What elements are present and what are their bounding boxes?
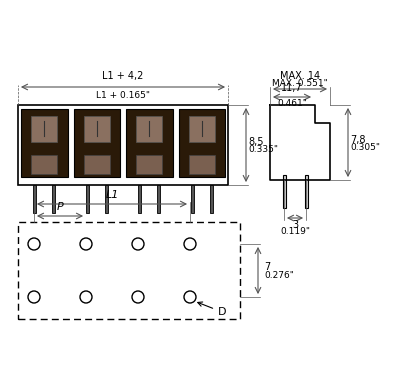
Bar	[191, 185, 194, 213]
Text: L1 + 4,2: L1 + 4,2	[102, 71, 144, 81]
Bar	[18, 222, 240, 319]
Text: L1 + 0.165": L1 + 0.165"	[96, 91, 150, 100]
Bar	[136, 155, 162, 174]
Bar	[178, 109, 225, 177]
Bar	[86, 185, 89, 213]
Text: 0.461": 0.461"	[277, 99, 307, 108]
Text: P: P	[57, 202, 63, 212]
Text: 0.276": 0.276"	[264, 271, 294, 280]
Bar	[52, 185, 55, 213]
Text: 3: 3	[292, 220, 298, 230]
Bar	[136, 116, 162, 142]
Bar	[84, 155, 110, 174]
Text: 11,7: 11,7	[281, 83, 303, 93]
Bar	[32, 155, 57, 174]
Text: 8,5: 8,5	[248, 137, 264, 147]
Text: D: D	[198, 302, 226, 317]
Bar	[282, 175, 286, 208]
Text: MAX. 0.551": MAX. 0.551"	[272, 79, 328, 88]
Bar	[189, 155, 214, 174]
Text: 0.305": 0.305"	[350, 143, 380, 152]
Bar	[138, 185, 141, 213]
Text: 7,8: 7,8	[350, 134, 366, 145]
Text: L1: L1	[105, 190, 119, 200]
Bar	[189, 116, 214, 142]
Bar	[74, 109, 120, 177]
Text: MAX. 14: MAX. 14	[280, 71, 320, 81]
Bar	[304, 175, 308, 208]
Bar	[157, 185, 160, 213]
Bar	[18, 105, 228, 185]
Text: 7: 7	[264, 262, 270, 273]
Bar	[105, 185, 108, 213]
Bar	[84, 116, 110, 142]
Bar	[32, 116, 57, 142]
Text: 0.335": 0.335"	[248, 145, 278, 155]
Bar	[126, 109, 172, 177]
Bar	[210, 185, 213, 213]
Bar	[21, 109, 68, 177]
Text: 0.119": 0.119"	[280, 227, 310, 236]
Bar	[33, 185, 36, 213]
